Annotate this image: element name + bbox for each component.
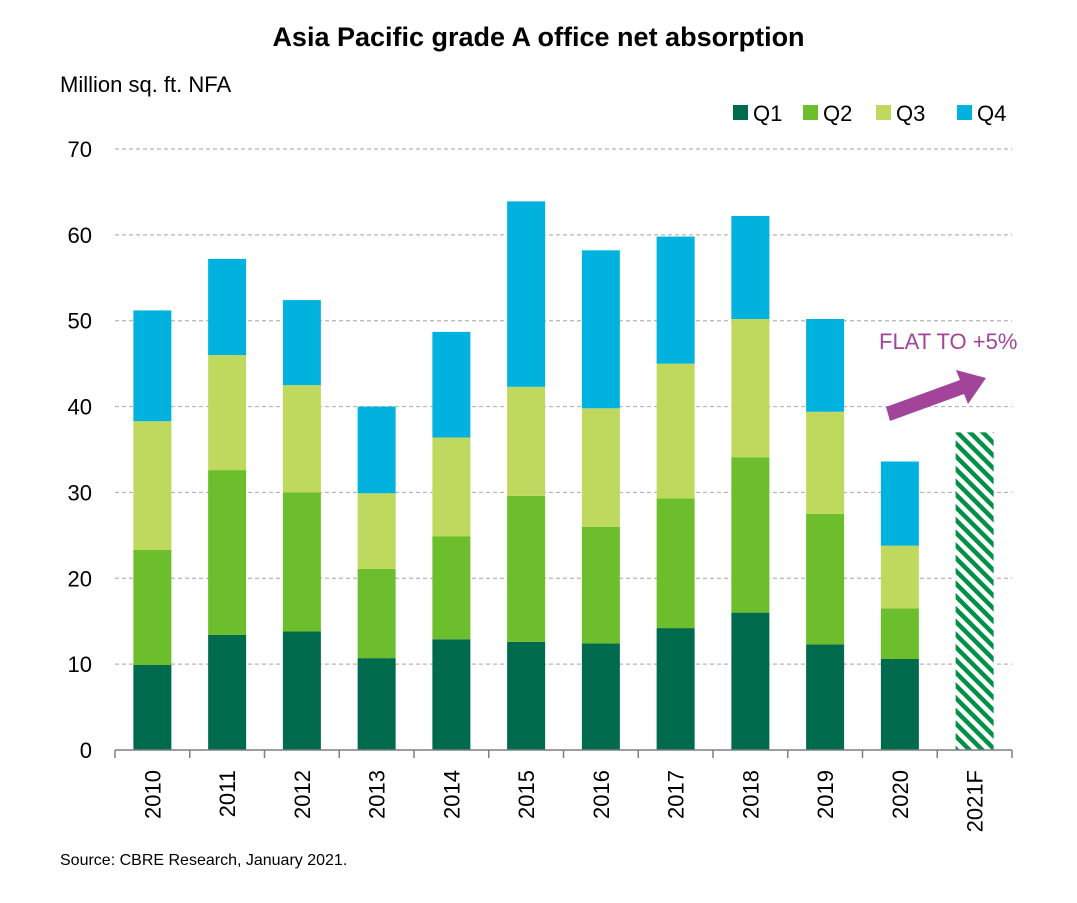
bar-2019-q4 — [806, 318, 845, 412]
bar-2015-q4 — [507, 201, 546, 387]
x-tick-label: 2013 — [365, 770, 390, 819]
forecast-arrow-icon — [886, 370, 986, 421]
legend-label-q1: Q1 — [753, 101, 782, 126]
y-tick-label: 20 — [68, 566, 92, 591]
x-tick-label: 2018 — [738, 770, 763, 819]
chart-title: Asia Pacific grade A office net absorpti… — [272, 22, 805, 52]
legend-label-q3: Q3 — [896, 101, 925, 126]
bar-2016-q4 — [581, 250, 620, 409]
bar-2014-q3 — [432, 437, 471, 537]
legend-label-q2: Q2 — [823, 101, 852, 126]
y-tick-label: 0 — [80, 738, 92, 763]
bar-2020-q3 — [880, 545, 919, 609]
bar-2012-q1 — [282, 631, 321, 750]
bar-2014-q2 — [432, 536, 471, 640]
x-tick-label: 2015 — [514, 770, 539, 819]
bar-2013-q2 — [357, 568, 396, 659]
bar-2011-q3 — [208, 355, 247, 471]
bar-2015-q3 — [507, 386, 546, 496]
legend: Q1 Q2 Q3 Q4 — [733, 101, 1006, 126]
x-tick-label: 2019 — [813, 770, 838, 819]
legend-label-q4: Q4 — [977, 101, 1006, 126]
x-tick-label: 2021F — [963, 770, 988, 832]
legend-swatch-q4 — [957, 105, 972, 120]
bar-2018-q3 — [731, 318, 770, 458]
axes: 0 10 20 30 40 50 60 70 2010 2011 2012 2013 2014 2015 2… — [68, 137, 1013, 832]
bar-2020-q2 — [880, 608, 919, 659]
bar-2015-q2 — [507, 495, 546, 642]
bar-2019-q1 — [806, 644, 845, 750]
legend-swatch-q3 — [876, 105, 891, 120]
legend-swatch-q2 — [803, 105, 818, 120]
x-tick-label: 2011 — [215, 770, 240, 817]
bar-2019-q3 — [806, 411, 845, 514]
bar-2021F-forecast — [955, 432, 994, 750]
gridlines — [115, 148, 1012, 665]
bar-2018-q1 — [731, 612, 770, 750]
bar-2014-q4 — [432, 331, 471, 438]
x-tick-label: 2010 — [140, 770, 165, 819]
bar-2012-q2 — [282, 492, 321, 632]
bar-2012-q4 — [282, 300, 321, 386]
annotation: FLAT TO +5% — [879, 329, 1017, 421]
bar-2010-q1 — [133, 665, 172, 750]
bar-2017-q1 — [656, 628, 695, 750]
source-note: Source: CBRE Research, January 2021. — [60, 852, 348, 869]
bar-2010-q4 — [133, 310, 172, 422]
bar-2016-q3 — [581, 408, 620, 527]
y-tick-label: 60 — [68, 223, 92, 248]
bar-2020-q1 — [880, 658, 919, 750]
y-tick-label: 30 — [68, 480, 92, 505]
x-tick-label: 2012 — [290, 770, 315, 819]
bar-2015-q1 — [507, 641, 546, 750]
bar-2016-q1 — [581, 643, 620, 750]
bar-2011-q4 — [208, 258, 247, 356]
x-tick-label: 2017 — [664, 770, 689, 819]
bar-2017-q2 — [656, 498, 695, 629]
bar-2016-q2 — [581, 526, 620, 644]
x-tick-label: 2014 — [439, 770, 464, 819]
bar-2011-q2 — [208, 470, 247, 635]
bar-2011-q1 — [208, 634, 247, 750]
x-tick-label: 2020 — [888, 770, 913, 819]
y-tick-label: 50 — [68, 309, 92, 334]
bar-2017-q4 — [656, 236, 695, 364]
bar-2012-q3 — [282, 385, 321, 493]
bar-2013-q3 — [357, 493, 396, 569]
y-tick-label: 10 — [68, 652, 92, 677]
bar-2017-q3 — [656, 363, 695, 499]
legend-swatch-q1 — [733, 105, 748, 120]
bar-2014-q1 — [432, 639, 471, 750]
bar-2010-q3 — [133, 421, 172, 550]
bars — [133, 201, 994, 750]
forecast-annotation-text: FLAT TO +5% — [879, 329, 1017, 354]
x-tick-label: 2016 — [589, 770, 614, 819]
bar-2020-q4 — [880, 461, 919, 546]
bar-2019-q2 — [806, 513, 845, 645]
bar-2010-q2 — [133, 549, 172, 666]
bar-2013-q4 — [357, 406, 396, 494]
y-axis-unit-label: Million sq. ft. NFA — [60, 72, 232, 97]
y-tick-label: 40 — [68, 395, 92, 420]
bar-2018-q4 — [731, 215, 770, 319]
bar-2013-q1 — [357, 658, 396, 750]
y-tick-label: 70 — [68, 137, 92, 162]
bar-2018-q2 — [731, 457, 770, 613]
